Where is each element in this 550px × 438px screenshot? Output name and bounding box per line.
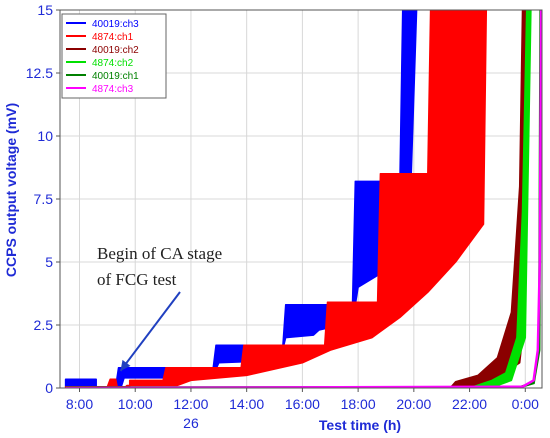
legend-label: 4874:ch3	[92, 84, 134, 95]
legend-label: 40019:ch3	[92, 19, 139, 30]
legend-label: 4874:ch2	[92, 58, 134, 69]
series-layer	[64, 10, 542, 388]
y-tick-label: 5	[45, 254, 53, 270]
x-axis-title: Test time (h)	[319, 417, 401, 433]
x-tick-label: 0:00	[512, 396, 539, 412]
axes: 0 2.5 5 7.5 10 12.5 15 8:00 10:00 12:00 14:00 16:00…	[26, 2, 539, 431]
series-group	[64, 10, 542, 388]
x-tick-label: 18:00	[341, 396, 376, 412]
y-tick-label: 0	[45, 380, 53, 396]
x-sub-label: 26	[183, 415, 199, 431]
series-band-1	[64, 10, 488, 388]
legend-box	[61, 13, 167, 99]
y-axis-title: CCPS output voltage (mV)	[3, 103, 19, 277]
series-band-3	[64, 10, 532, 388]
y-tick-label: 7.5	[34, 191, 54, 207]
legend-label: 4874:ch1	[92, 32, 134, 43]
x-tick-label: 20:00	[396, 396, 431, 412]
legend-label: 40019:ch2	[92, 45, 139, 56]
series-band-2	[64, 10, 529, 388]
y-tick-label: 15	[37, 2, 53, 18]
x-tick-label: 16:00	[285, 396, 320, 412]
annotation-line-1: Begin of CA stage	[97, 244, 222, 263]
legend-label: 40019:ch1	[92, 71, 139, 82]
y-tick-label: 2.5	[34, 317, 54, 333]
y-tick-label: 10	[37, 128, 53, 144]
annotation: Begin of CA stage of FCG test	[97, 244, 222, 372]
x-tick-label: 8:00	[66, 396, 93, 412]
x-tick-label: 14:00	[229, 396, 264, 412]
series-line-5	[65, 10, 542, 388]
x-tick-label: 12:00	[173, 396, 208, 412]
annotation-arrowhead	[120, 359, 131, 371]
legend: 40019:ch3 4874:ch1 40019:ch2 4874:ch2 40019:…	[61, 13, 167, 99]
x-tick-label: 22:00	[452, 396, 487, 412]
annotation-line-2: of FCG test	[97, 270, 177, 289]
y-tick-label: 12.5	[26, 65, 53, 81]
annotation-arrow	[119, 291, 181, 372]
x-tick-label: 10:00	[118, 396, 153, 412]
